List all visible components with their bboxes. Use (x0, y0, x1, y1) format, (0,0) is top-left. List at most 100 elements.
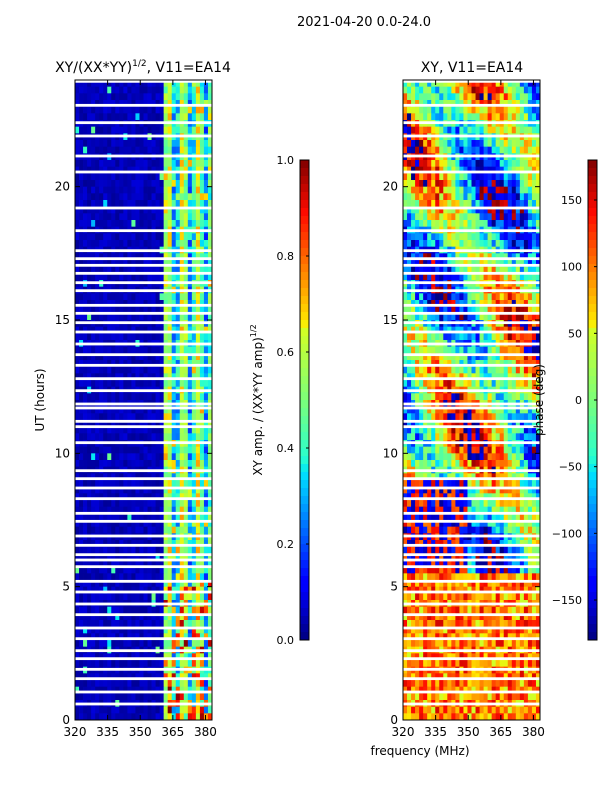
heatmap-cell (127, 620, 131, 627)
heatmap-cell (496, 193, 500, 200)
heatmap-cell (200, 480, 204, 487)
heatmap-cell (520, 113, 524, 120)
heatmap-cell (439, 333, 443, 340)
heatmap-cell (91, 433, 95, 440)
heatmap-cell (111, 393, 115, 400)
heatmap-cell (144, 367, 148, 374)
heatmap-cell (496, 93, 500, 100)
heatmap-cell (403, 347, 407, 354)
heatmap-cell (99, 593, 103, 600)
heatmap-cell (144, 187, 148, 194)
data-gap-stripe (75, 469, 212, 472)
heatmap-cell (447, 147, 451, 154)
heatmap-cell (164, 620, 168, 627)
heatmap-cell (196, 593, 200, 600)
heatmap-cell (431, 200, 435, 207)
heatmap-cell (455, 240, 459, 247)
heatmap-cell (172, 180, 176, 187)
heatmap-cell (164, 127, 168, 134)
heatmap-cell (200, 593, 204, 600)
heatmap-cell (75, 93, 79, 100)
heatmap-cell (152, 87, 156, 94)
colorbar-segment (300, 512, 309, 520)
heatmap-cell (176, 200, 180, 207)
heatmap-cell (123, 593, 127, 600)
heatmap-cell (103, 707, 107, 714)
heatmap-cell (415, 187, 419, 194)
heatmap-cell (115, 480, 119, 487)
heatmap-cell (204, 347, 208, 354)
heatmap-cell (196, 707, 200, 714)
heatmap-cell (99, 447, 103, 454)
heatmap-cell (496, 127, 500, 134)
heatmap-cell (107, 140, 111, 147)
heatmap-cell (492, 93, 496, 100)
heatmap-cell (520, 213, 524, 220)
heatmap-cell (107, 87, 111, 94)
heatmap-cell (99, 187, 103, 194)
data-gap-stripe (75, 257, 212, 260)
heatmap-cell (156, 713, 160, 720)
heatmap-cell (192, 620, 196, 627)
data-gap-stripe (75, 512, 212, 515)
heatmap-cell (91, 173, 95, 180)
heatmap-cell (192, 213, 196, 220)
heatmap-cell (411, 140, 415, 147)
heatmap-cell (447, 213, 451, 220)
heatmap-cell (411, 380, 415, 387)
heatmap-cell (476, 293, 480, 300)
heatmap-cell (176, 593, 180, 600)
heatmap-cell (123, 413, 127, 420)
heatmap-cell (472, 87, 476, 94)
heatmap-cell (91, 200, 95, 207)
heatmap-cell (520, 173, 524, 180)
heatmap-cell (188, 380, 192, 387)
heatmap-cell (164, 193, 168, 200)
heatmap-cell (431, 193, 435, 200)
heatmap-cell (512, 347, 516, 354)
heatmap-cell (467, 193, 471, 200)
heatmap-cell (188, 660, 192, 667)
heatmap-cell (188, 113, 192, 120)
heatmap-cell (188, 333, 192, 340)
heatmap-cell (528, 193, 532, 200)
heatmap-cell (204, 87, 208, 94)
heatmap-cell (443, 93, 447, 100)
heatmap-cell (439, 107, 443, 114)
heatmap-cell (184, 393, 188, 400)
heatmap-cell (528, 233, 532, 240)
heatmap-cell (123, 113, 127, 120)
heatmap-cell (127, 127, 131, 134)
heatmap-cell (504, 147, 508, 154)
heatmap-cell (131, 393, 135, 400)
colorbar-segment (300, 304, 309, 312)
data-gap-stripe (75, 703, 212, 706)
heatmap-cell (443, 233, 447, 240)
heatmap-cell (200, 160, 204, 167)
heatmap-cell (115, 173, 119, 180)
heatmap-cell (148, 140, 152, 147)
heatmap-cell (127, 527, 131, 534)
heatmap-cell (184, 453, 188, 460)
heatmap-cell (107, 573, 111, 580)
heatmap-cell (152, 527, 156, 534)
heatmap-cell (459, 213, 463, 220)
heatmap-cell (131, 107, 135, 114)
heatmap-cell (160, 693, 164, 700)
heatmap-cell (119, 93, 123, 100)
heatmap-cell (172, 453, 176, 460)
heatmap-cell (180, 233, 184, 240)
heatmap-cell (423, 367, 427, 374)
heatmap-cell (459, 93, 463, 100)
heatmap-cell (148, 447, 152, 454)
heatmap-cell (111, 607, 115, 614)
heatmap-cell (188, 547, 192, 554)
heatmap-cell (79, 87, 83, 94)
heatmap-cell (119, 147, 123, 154)
heatmap-cell (480, 180, 484, 187)
heatmap-cell (83, 660, 87, 667)
heatmap-cell (91, 713, 95, 720)
heatmap-cell (156, 160, 160, 167)
colorbar-segment (300, 176, 309, 184)
heatmap-cell (103, 620, 107, 627)
